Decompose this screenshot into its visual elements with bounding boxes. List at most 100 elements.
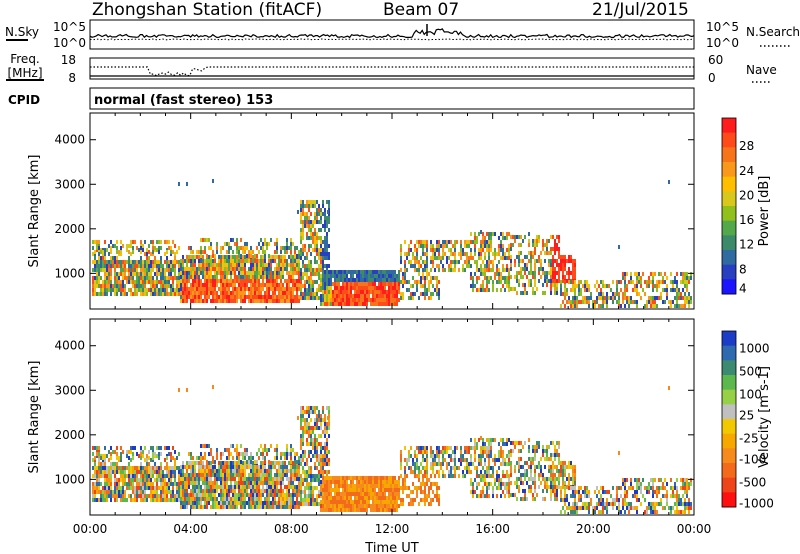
velocity-cell: [446, 462, 448, 466]
velocity-cell: [224, 505, 226, 509]
velocity-cell: [458, 466, 460, 470]
power-ytick-label: 3000: [54, 177, 85, 191]
power-cell: [100, 284, 102, 288]
velocity-cell: [384, 504, 386, 508]
power-cell: [654, 300, 656, 304]
velocity-cell: [416, 462, 418, 466]
power-cell: [250, 279, 252, 283]
power-cell: [252, 275, 254, 279]
power-cell: [382, 278, 384, 282]
velocity-cell: [184, 465, 186, 469]
power-cell: [186, 255, 188, 259]
power-cell: [242, 271, 244, 275]
power-cell: [560, 284, 562, 288]
power-cell: [668, 300, 670, 304]
power-cell: [620, 304, 622, 308]
velocity-cell: [182, 477, 184, 481]
power-cell: [558, 239, 560, 243]
power-cell: [184, 283, 186, 287]
velocity-cell: [206, 473, 208, 477]
power-cell: [154, 288, 156, 292]
power-cell: [300, 208, 302, 212]
power-cell: [470, 248, 472, 252]
power-cell: [230, 255, 232, 259]
power-cell: [146, 276, 148, 280]
velocity-cell: [112, 494, 114, 498]
power-cell: [684, 304, 686, 308]
power-cell: [250, 254, 252, 258]
velocity-cell: [142, 494, 144, 498]
velocity-cell: [316, 474, 318, 478]
power-cell: [262, 283, 264, 287]
power-cell: [482, 248, 484, 252]
power-cell: [122, 268, 124, 272]
power-cell: [462, 264, 464, 268]
velocity-cell: [322, 430, 324, 434]
velocity-cell: [302, 406, 304, 410]
power-cell: [228, 250, 230, 254]
velocity-cell: [96, 446, 98, 450]
power-cell: [178, 260, 180, 264]
velocity-cell: [152, 470, 154, 474]
velocity-cell: [326, 426, 328, 430]
velocity-cell: [336, 488, 338, 492]
power-cell: [150, 252, 152, 256]
power-cell: [94, 264, 96, 268]
power-cell: [412, 284, 414, 288]
power-cell: [230, 275, 232, 279]
power-cell: [454, 252, 456, 256]
velocity-cell: [324, 504, 326, 508]
velocity-cell: [136, 486, 138, 490]
velocity-cell: [200, 485, 202, 489]
power-cell: [130, 252, 132, 256]
power-cell: [266, 242, 268, 246]
power-cell: [602, 296, 604, 300]
velocity-cell: [236, 461, 238, 465]
power-cell: [290, 275, 292, 279]
velocity-cell: [320, 446, 322, 450]
power-cell: [446, 244, 448, 248]
power-cell: [240, 299, 242, 303]
power-cell: [346, 294, 348, 298]
velocity-cell: [332, 508, 334, 512]
velocity-cell: [432, 466, 434, 470]
velocity-cell: [104, 462, 106, 466]
velocity-cell: [260, 473, 262, 477]
power-cell: [256, 246, 258, 250]
velocity-cell: [224, 461, 226, 465]
power-cell: [136, 268, 138, 272]
velocity-cell: [98, 470, 100, 474]
power-cell: [668, 180, 670, 184]
power-cell: [628, 304, 630, 308]
velocity-cell: [198, 481, 200, 485]
velocity-cell: [360, 476, 362, 480]
velocity-cell: [442, 450, 444, 454]
velocity-cell: [210, 497, 212, 501]
velocity-cell: [242, 469, 244, 473]
velocity-cell: [166, 482, 168, 486]
power-cell: [354, 298, 356, 302]
velocity-cell: [360, 488, 362, 492]
power-cell: [652, 300, 654, 304]
velocity-cell: [422, 478, 424, 482]
velocity-cell: [206, 465, 208, 469]
power-cell: [300, 220, 302, 224]
velocity-cell: [362, 476, 364, 480]
power-cell: [530, 283, 532, 287]
velocity-cell: [100, 498, 102, 502]
power-cell: [670, 272, 672, 276]
power-cell: [142, 280, 144, 284]
noise-search-label: N.Search: [746, 25, 800, 39]
velocity-cell: [170, 466, 172, 470]
power-cell: [312, 296, 314, 300]
power-cell: [350, 290, 352, 294]
power-cell: [278, 267, 280, 271]
power-cell: [94, 260, 96, 264]
power-cell: [140, 246, 142, 250]
power-cell: [240, 275, 242, 279]
power-cell: [598, 284, 600, 288]
velocity-cell: [298, 489, 300, 493]
power-cell: [558, 247, 560, 251]
velocity-cell: [320, 450, 322, 454]
power-cell: [688, 296, 690, 300]
